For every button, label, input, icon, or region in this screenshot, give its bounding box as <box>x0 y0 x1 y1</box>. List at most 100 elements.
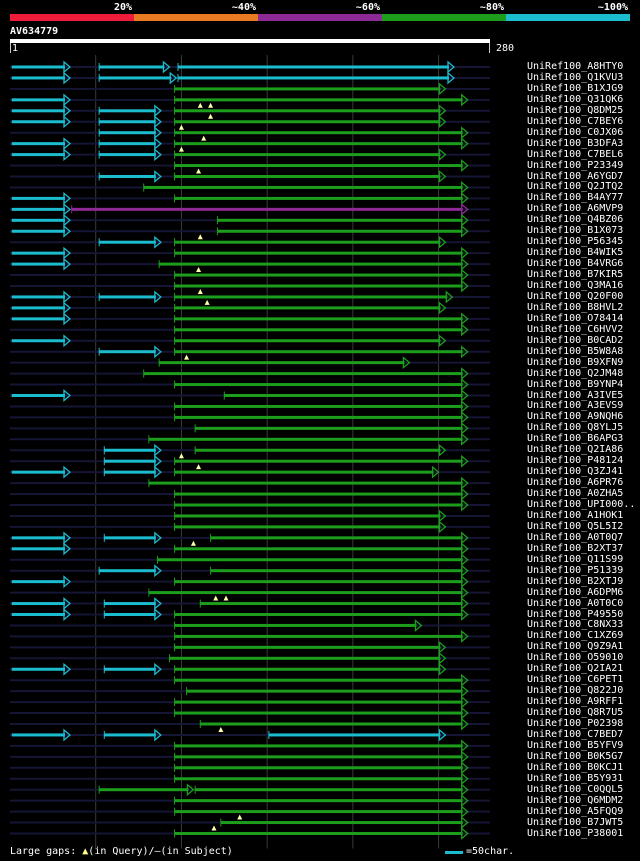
hit-label[interactable]: UniRef100_Q822J0 <box>527 685 624 697</box>
hit-label[interactable]: UniRef100_A9NQH6 <box>527 411 624 423</box>
hit-label[interactable]: UniRef100_B6APG3 <box>527 433 624 445</box>
hit-label[interactable]: UniRef100_B0KCJ1 <box>527 761 624 773</box>
hit-segment-arrowhead <box>461 575 469 589</box>
hit-label[interactable]: UniRef100_P56345 <box>527 236 624 248</box>
hit-label[interactable]: UniRef100_B8HVL2 <box>527 301 624 313</box>
hit-label[interactable]: UniRef100_P02398 <box>527 718 624 729</box>
hit-label[interactable]: UniRef100_Q8YLJ5 <box>527 422 624 434</box>
hit-label[interactable]: UniRef100_C7BEL6 <box>527 148 624 160</box>
hit-label[interactable]: UniRef100_A1HOK1 <box>527 509 624 521</box>
hit-label[interactable]: UniRef100_C6PET1 <box>527 674 624 686</box>
hit-segment <box>11 218 65 222</box>
hit-label[interactable]: UniRef100_C1XZ69 <box>527 630 624 642</box>
hit-label[interactable]: UniRef100_A3IVE5 <box>527 389 624 401</box>
hit-label[interactable]: UniRef100_A0T0C0 <box>527 597 624 609</box>
hit-label[interactable]: UniRef100_B4VRG6 <box>527 258 624 270</box>
hit-label[interactable]: UniRef100_A6MVP9 <box>527 203 624 215</box>
hit-label[interactable]: UniRef100_Q2IA86 <box>527 444 624 456</box>
hit-label[interactable]: UniRef100_Q8DM25 <box>527 104 624 116</box>
hit-segment-arrowhead <box>461 279 469 293</box>
hit-label[interactable]: UniRef100_Q8R7U5 <box>527 707 624 719</box>
hit-label[interactable]: UniRef100_Q9Z9A1 <box>527 641 624 653</box>
hit-label[interactable]: UniRef100_O59010 <box>527 652 624 664</box>
query-gap-marker <box>197 102 203 108</box>
hit-segment <box>104 536 156 540</box>
hit-segment <box>217 229 463 233</box>
hit-label[interactable]: UniRef100_B2XTJ9 <box>527 575 624 587</box>
hit-segment-arrowhead <box>63 115 72 129</box>
legend-swatch <box>382 14 506 21</box>
hit-label[interactable]: UniRef100_B1XJG9 <box>527 82 624 94</box>
hit-label[interactable]: UniRef100_C0JX06 <box>527 126 624 138</box>
hit-label[interactable]: UniRef100_B4WIK5 <box>527 247 624 259</box>
hit-label[interactable]: UniRef100_P23349 <box>527 159 624 171</box>
hit-label[interactable]: UniRef100_Q2JM48 <box>527 367 624 379</box>
hit-segment <box>220 821 463 825</box>
hit-segment <box>11 317 65 321</box>
hit-label[interactable]: UniRef100_Q1KVU3 <box>527 71 624 83</box>
hit-label[interactable]: UniRef100_Q3ZJ41 <box>527 466 624 478</box>
hit-label[interactable]: UniRef100_B5YFV9 <box>527 739 624 751</box>
hit-label[interactable]: UniRef100_A6YGD7 <box>527 170 624 182</box>
hit-label[interactable]: UniRef100_A8HTY0 <box>527 61 624 72</box>
hit-label[interactable]: UniRef100_Q2JTQ2 <box>527 181 624 193</box>
hit-segment <box>99 175 156 178</box>
hit-label[interactable]: UniRef100_Q2IA21 <box>527 663 624 675</box>
hit-label[interactable]: UniRef100_A5FQQ9 <box>527 805 624 817</box>
hit-label[interactable]: UniRef100_C6HVV2 <box>527 323 624 335</box>
hit-label[interactable]: UniRef100_O78414 <box>527 312 624 324</box>
hit-label[interactable]: UniRef100_Q6MDM2 <box>527 794 624 806</box>
hit-label[interactable]: UniRef100_A0ZHA5 <box>527 488 624 500</box>
legend-label: 20% <box>114 2 132 13</box>
hit-label[interactable]: UniRef100_A3EVS9 <box>527 400 624 412</box>
hit-label[interactable]: UniRef100_B4AY77 <box>527 192 624 204</box>
identity-legend-bar: 20% ~40% ~60% ~80% ~100% <box>10 2 630 21</box>
hit-label[interactable]: UniRef100_Q5L5I2 <box>527 520 624 532</box>
hit-segment-arrowhead <box>431 465 440 479</box>
hit-segment <box>104 613 156 616</box>
hit-label[interactable]: UniRef100_P51339 <box>527 564 624 576</box>
hit-segment-arrowhead <box>154 443 162 457</box>
hit-label[interactable]: UniRef100_C8NX33 <box>527 619 624 631</box>
hit-label[interactable]: UniRef100_A0T0Q7 <box>527 531 624 543</box>
hit-segment-arrowhead <box>169 71 178 85</box>
hit-label[interactable]: UniRef100_B1X073 <box>527 225 624 237</box>
hit-label[interactable]: UniRef100_A6DPM6 <box>527 586 624 598</box>
hit-label[interactable]: UniRef100_B2XT37 <box>527 542 624 554</box>
hit-label[interactable]: UniRef100_B5W8A8 <box>527 345 624 357</box>
hit-label[interactable]: UniRef100_B7KIR5 <box>527 269 624 281</box>
hit-segment-arrowhead <box>438 640 447 654</box>
hit-label[interactable]: UniRef100_UPI000.. <box>527 499 636 510</box>
hit-segment <box>195 788 463 792</box>
hit-label[interactable]: UniRef100_C0QQL5 <box>527 783 624 795</box>
hit-segment <box>11 153 65 157</box>
hit-label[interactable]: UniRef100_A6PR76 <box>527 477 624 489</box>
hit-segment <box>104 448 156 452</box>
hit-label[interactable]: UniRef100_B9XFN9 <box>527 356 624 368</box>
hit-segment-arrowhead <box>154 608 162 621</box>
hit-segment-arrowhead <box>63 290 72 304</box>
hit-label[interactable]: UniRef100_B5Y931 <box>527 772 624 784</box>
hit-label[interactable]: UniRef100_C7BEY6 <box>527 115 624 127</box>
hit-label[interactable]: UniRef100_Q11S99 <box>527 553 624 565</box>
hit-label[interactable]: UniRef100_B9YNP4 <box>527 378 624 390</box>
hit-label[interactable]: UniRef100_P38001 <box>527 827 624 839</box>
hit-label[interactable]: UniRef100_Q4BZ06 <box>527 214 624 226</box>
hit-label[interactable]: UniRef100_Q31QK6 <box>527 93 624 105</box>
hit-segment-arrowhead <box>461 487 469 501</box>
hit-label[interactable]: UniRef100_P48124 <box>527 455 624 467</box>
hit-segment <box>174 525 441 529</box>
hit-label[interactable]: UniRef100_B7JWT5 <box>527 816 624 828</box>
hit-label[interactable]: UniRef100_Q3MA16 <box>527 280 624 291</box>
hit-label[interactable]: UniRef100_B0CAD2 <box>527 334 624 346</box>
hit-segment <box>174 492 463 496</box>
hit-label[interactable]: UniRef100_A9RFF1 <box>527 696 624 708</box>
hit-label[interactable]: UniRef100_C7BED7 <box>527 728 624 740</box>
hit-segment <box>104 470 156 474</box>
hit-segment-arrowhead <box>461 400 469 413</box>
hit-label[interactable]: UniRef100_B3DFA3 <box>527 137 624 149</box>
hit-label[interactable]: UniRef100_Q20F00 <box>527 290 624 302</box>
query-gap-marker <box>196 464 202 470</box>
hit-label[interactable]: UniRef100_P49550 <box>527 608 624 620</box>
hit-label[interactable]: UniRef100_B0K5G7 <box>527 750 624 762</box>
